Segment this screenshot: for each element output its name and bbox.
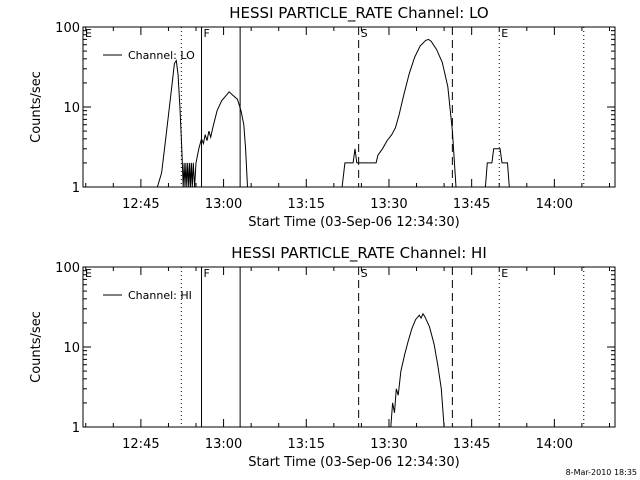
x-tick-label: 13:15 (288, 437, 325, 452)
legend-label: Channel: HI (128, 289, 192, 302)
panel-hi: HESSI PARTICLE_RATE Channel: HI 1 10 100 12:… (29, 244, 616, 470)
x-tick-label: 14:00 (536, 197, 573, 212)
marker-label: S (361, 27, 368, 40)
y-tick-label: 1 (72, 181, 80, 196)
chart-title: HESSI PARTICLE_RATE Channel: HI (231, 244, 487, 263)
series-line (156, 38, 510, 188)
x-tick-label: 13:30 (370, 437, 407, 452)
x-tick-label: 12:45 (122, 437, 159, 452)
x-tick-label: 14:00 (536, 437, 573, 452)
marker-label: E (501, 267, 508, 280)
y-tick-label: 10 (63, 341, 80, 356)
y-tick-label: 1 (72, 421, 80, 436)
chart-title: HESSI PARTICLE_RATE Channel: LO (229, 4, 488, 23)
x-tick-label: 12:45 (122, 197, 159, 212)
y-tick-label: 10 (63, 101, 80, 116)
marker-label: S (361, 267, 368, 280)
marker-label: F (204, 27, 210, 40)
x-tick-label: 13:15 (288, 197, 325, 212)
y-tick-label: 100 (55, 261, 80, 276)
x-tick-label: 13:45 (453, 197, 490, 212)
marker-label: E (85, 267, 92, 280)
marker-label: E (501, 27, 508, 40)
x-tick-label: 13:00 (205, 197, 242, 212)
marker-label: F (204, 267, 210, 280)
y-axis-label: Counts/sec (29, 311, 44, 383)
x-axis-label: Start Time (03-Sep-06 12:34:30) (248, 455, 459, 470)
panel-lo: HESSI PARTICLE_RATE Channel: LO 1 10 100 12:… (29, 4, 616, 230)
y-tick-label: 100 (55, 21, 80, 36)
x-tick-label: 13:00 (205, 437, 242, 452)
y-axis-label: Counts/sec (29, 71, 44, 143)
x-tick-label: 13:30 (370, 197, 407, 212)
x-tick-label: 13:45 (453, 437, 490, 452)
series-line (390, 312, 445, 428)
marker-label: E (85, 27, 92, 40)
footer-timestamp: 8-Mar-2010 18:35 (566, 468, 637, 477)
legend-label: Channel: LO (128, 49, 195, 62)
x-axis-label: Start Time (03-Sep-06 12:34:30) (248, 215, 459, 230)
